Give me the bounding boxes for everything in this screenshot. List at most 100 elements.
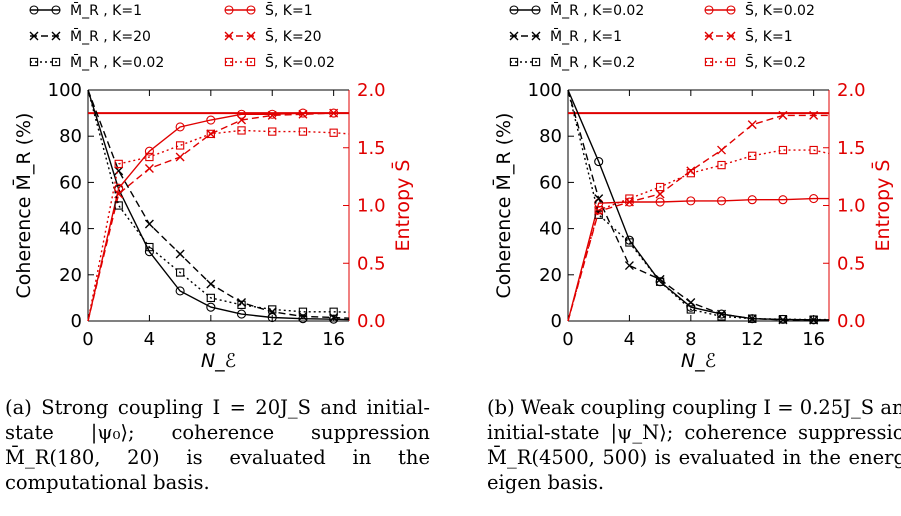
legend-marker — [531, 57, 541, 67]
legend-label: M̄_R , K=0.02 — [550, 1, 644, 19]
series-line-1 — [87, 112, 349, 322]
y-tick-label: 80 — [59, 126, 82, 147]
legend-marker — [704, 31, 714, 41]
y2-tick-label: 1.0 — [357, 196, 386, 217]
caption-panel-a: (a) Strong coupling I = 20J_S and initia… — [5, 396, 430, 494]
legend-marker — [509, 57, 519, 67]
legend-marker — [51, 57, 61, 67]
legend-marker — [29, 31, 39, 41]
chart-panel-a: 0 20 40 60 80 100 0.0 0.5 1.0 1.5 2.0 0 4 8 12 16 N_ℰ Coh… — [11, 1, 414, 372]
legend-label: S̄, K=20 — [265, 27, 322, 45]
data-point — [778, 195, 788, 205]
series-line-3 — [567, 114, 829, 322]
data-point — [624, 261, 634, 271]
data-point — [747, 120, 757, 130]
y-tick-label: 60 — [539, 172, 562, 193]
data-point — [144, 219, 154, 229]
data-point — [298, 109, 308, 119]
series-line-4 — [87, 89, 350, 313]
legend-label: M̄_R , K=0.02 — [70, 53, 164, 71]
legend-marker — [531, 5, 541, 15]
y-tick-label: 80 — [539, 126, 562, 147]
data-point — [717, 145, 727, 155]
data-point — [655, 182, 665, 192]
data-point — [298, 127, 308, 136]
data-point — [809, 145, 818, 155]
x-tick-label: 16 — [322, 329, 345, 350]
data-point — [717, 312, 726, 321]
legend-marker — [531, 31, 541, 41]
y-axis-label: Coherence M̄_R (%) — [491, 113, 515, 299]
legend-marker — [224, 5, 234, 15]
data-point — [144, 164, 154, 174]
x-axis-label: N_ℰ — [201, 350, 236, 372]
data-point — [655, 197, 665, 207]
data-point — [686, 169, 695, 178]
data-point — [298, 311, 308, 321]
y-tick-label: 40 — [539, 219, 562, 240]
y2-tick-label: 0.0 — [357, 311, 386, 332]
y-tick-label: 0 — [551, 311, 562, 332]
data-point — [329, 108, 339, 118]
y-tick-label: 100 — [528, 80, 562, 101]
data-point — [206, 302, 216, 312]
data-point — [594, 194, 604, 204]
series-line-4 — [567, 89, 829, 321]
y2-tick-label: 2.0 — [357, 80, 386, 101]
data-point — [625, 194, 634, 203]
legend-item: S̄, K=20 — [224, 27, 322, 45]
data-point — [237, 300, 246, 309]
y2-tick-label: 2.0 — [837, 80, 866, 101]
data-point — [175, 268, 185, 277]
data-point — [175, 122, 185, 132]
legend-item: M̄_R , K=0.02 — [509, 1, 644, 19]
data-point — [175, 152, 185, 162]
series-line-5 — [567, 149, 830, 322]
legend-marker — [726, 57, 736, 67]
data-point — [206, 279, 216, 289]
legend-label: S̄, K=1 — [745, 27, 793, 45]
y2-tick-label: 1.0 — [837, 196, 866, 217]
legend-item: S̄, K=1 — [224, 1, 313, 19]
legend-item: S̄, K=0.02 — [224, 53, 335, 71]
series-line-2 — [87, 89, 350, 319]
series-line-0 — [567, 89, 829, 321]
legend-marker — [224, 57, 234, 67]
y2-tick-label: 0.0 — [837, 311, 866, 332]
y-tick-label: 20 — [59, 265, 82, 286]
data-point — [778, 110, 788, 120]
data-point — [144, 146, 154, 156]
data-point — [655, 274, 665, 284]
legend-marker — [726, 31, 736, 41]
legend-item: S̄, K=0.2 — [704, 53, 806, 71]
legend-item: M̄_R , K=0.2 — [509, 53, 635, 71]
data-point — [809, 315, 818, 324]
legend-item: M̄_R , K=1 — [29, 1, 142, 19]
legend-label: S̄, K=0.2 — [745, 53, 806, 71]
data-point — [717, 160, 726, 170]
legend-marker — [704, 5, 714, 15]
data-point — [686, 166, 696, 176]
series-line-1 — [567, 197, 829, 322]
legend-marker — [246, 5, 256, 15]
data-point — [298, 108, 308, 118]
legend-item: M̄_R , K=0.02 — [29, 53, 164, 71]
data-point — [778, 315, 788, 324]
data-point — [268, 127, 277, 136]
x-tick-label: 8 — [205, 329, 216, 350]
data-point — [625, 238, 634, 247]
data-point — [686, 298, 696, 308]
y2-tick-label: 0.5 — [357, 253, 386, 274]
y-tick-label: 40 — [59, 219, 82, 240]
data-point — [809, 194, 819, 204]
data-point — [206, 129, 216, 139]
data-point — [655, 277, 665, 286]
data-point — [145, 242, 154, 252]
data-point — [686, 305, 695, 314]
legend-label: M̄_R , K=1 — [70, 1, 142, 19]
legend-marker — [509, 31, 519, 41]
data-point — [748, 314, 757, 323]
data-point — [175, 141, 185, 150]
legend-marker — [224, 31, 234, 41]
x-tick-label: 12 — [261, 329, 284, 350]
